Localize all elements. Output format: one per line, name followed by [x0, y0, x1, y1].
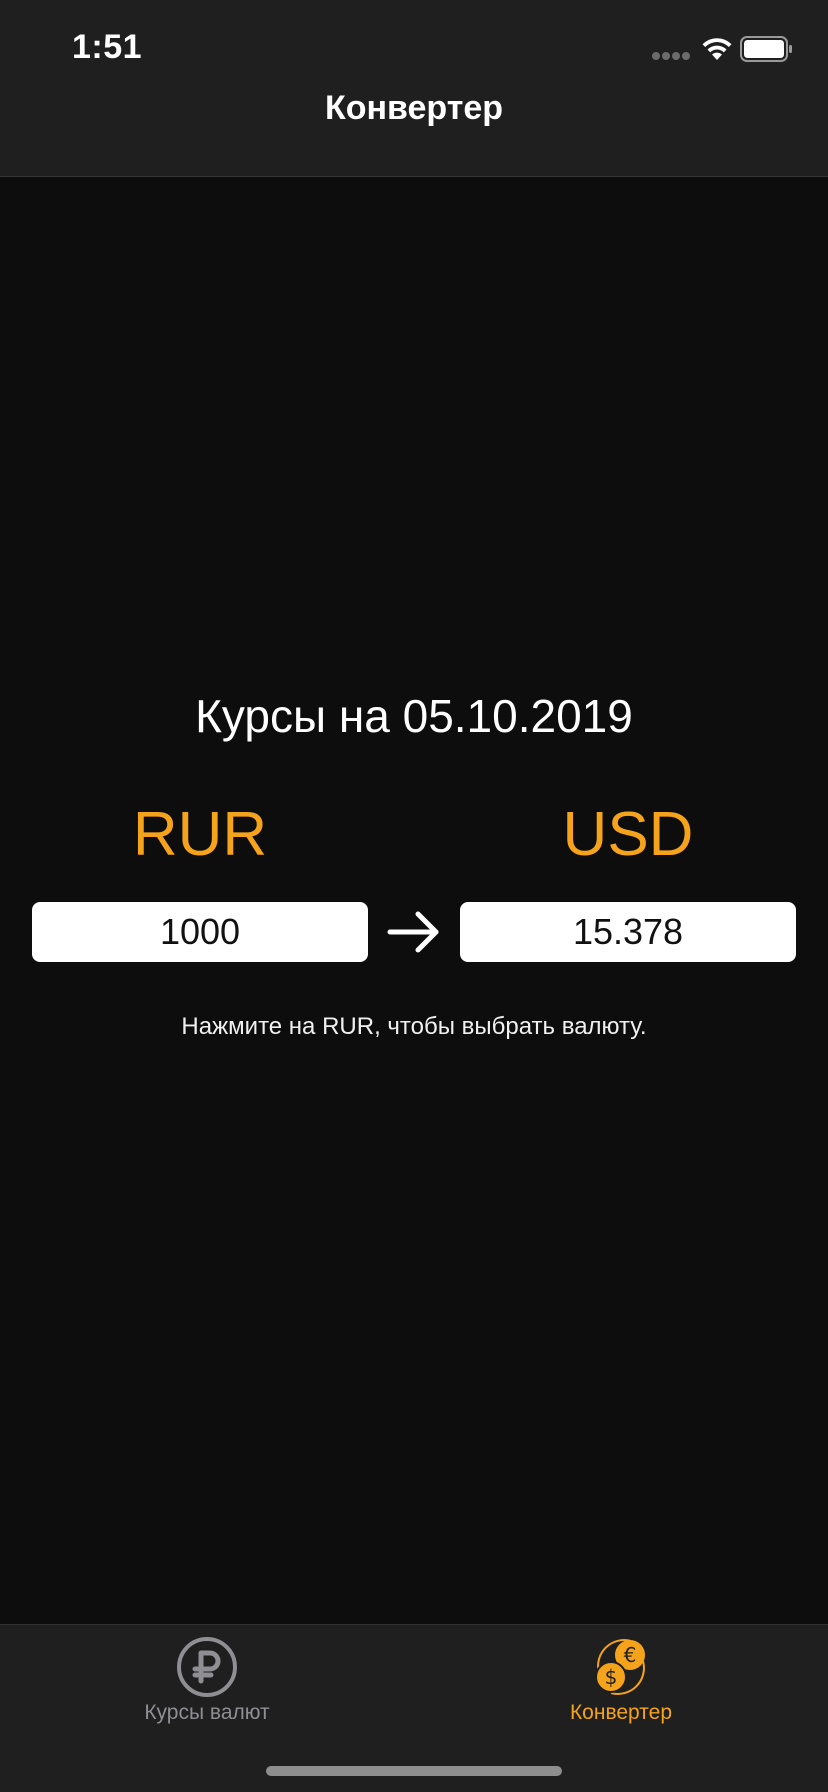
wifi-icon — [702, 38, 732, 60]
hint-text: Нажмите на RUR, чтобы выбрать валюту. — [181, 1013, 647, 1040]
tab-converter-label: Конвертер — [569, 1701, 673, 1724]
arrow-right-icon — [387, 911, 439, 953]
to-amount-output[interactable] — [460, 902, 796, 962]
top-bar: 1:51 Конвертер — [0, 0, 828, 177]
tab-converter[interactable]: € $ Конвертер — [414, 1625, 828, 1737]
tab-rates[interactable]: Курсы валют — [0, 1625, 414, 1737]
rates-date-label: Курсы на 05.10.2019 — [195, 690, 633, 742]
tab-bar: Курсы валют € $ Конвертер — [0, 1624, 828, 1792]
from-currency-button[interactable]: RUR — [132, 800, 268, 869]
status-time: 1:51 — [72, 28, 143, 66]
currency-exchange-icon: € $ — [595, 1639, 645, 1695]
battery-icon — [740, 36, 792, 62]
page-title: Конвертер — [324, 89, 504, 127]
ruble-icon — [177, 1637, 237, 1697]
home-indicator — [266, 1766, 562, 1776]
tab-rates-label: Курсы валют — [144, 1701, 270, 1724]
cellular-signal-icon — [652, 52, 692, 62]
from-amount-input[interactable] — [32, 902, 368, 962]
to-currency-button[interactable]: USD — [562, 800, 694, 869]
svg-text:€: € — [624, 1643, 637, 1667]
svg-text:$: $ — [605, 1665, 618, 1689]
